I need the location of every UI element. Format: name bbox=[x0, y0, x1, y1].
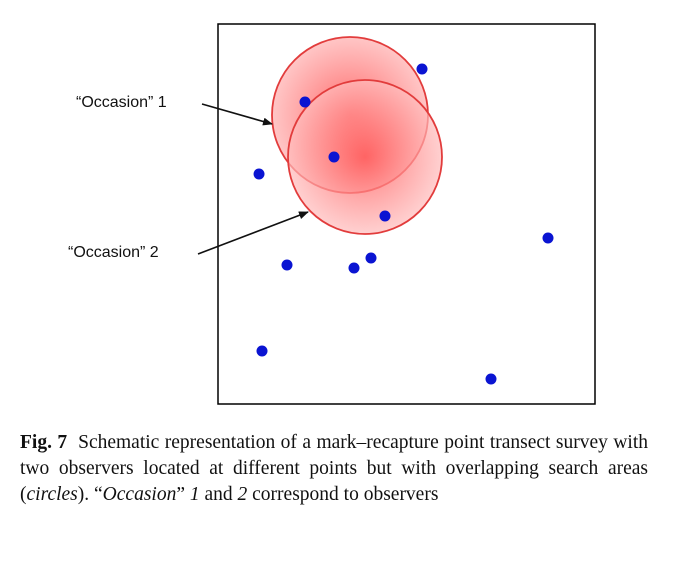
animal-point bbox=[348, 262, 360, 274]
animal-point bbox=[281, 259, 293, 271]
occasion-2-label: “Occasion” 2 bbox=[68, 244, 159, 261]
animal-point bbox=[485, 373, 497, 385]
figure-number: Fig. 7 bbox=[20, 432, 68, 453]
arrow-occasion-2 bbox=[197, 211, 309, 255]
occasion-1-label: “Occasion” 1 bbox=[76, 94, 167, 111]
caption-circles: circles bbox=[26, 484, 78, 505]
animal-point bbox=[256, 345, 268, 357]
caption-text: and bbox=[199, 484, 238, 505]
caption-occasion: Occasion bbox=[102, 484, 177, 505]
search-area-circle-occasion-2 bbox=[287, 79, 443, 235]
caption-number-2: 2 bbox=[237, 484, 248, 505]
caption-text: Schematic representation of a mark–recap… bbox=[20, 432, 649, 505]
animal-points bbox=[253, 63, 554, 385]
caption-text: ” bbox=[176, 484, 190, 505]
survey-diagram bbox=[197, 23, 596, 405]
caption-text: correspond to observers bbox=[247, 484, 439, 505]
animal-point bbox=[542, 232, 554, 244]
figure-caption: Fig. 7 Schematic representation of a mar… bbox=[20, 430, 648, 508]
animal-point bbox=[299, 96, 311, 108]
animal-point bbox=[253, 168, 265, 180]
caption-text: ). “ bbox=[77, 484, 103, 505]
animal-point bbox=[416, 63, 428, 75]
animal-point bbox=[365, 252, 377, 264]
caption-number-1: 1 bbox=[189, 484, 200, 505]
animal-point bbox=[328, 151, 340, 163]
animal-point bbox=[379, 210, 391, 222]
arrow-occasion-1 bbox=[201, 103, 273, 126]
